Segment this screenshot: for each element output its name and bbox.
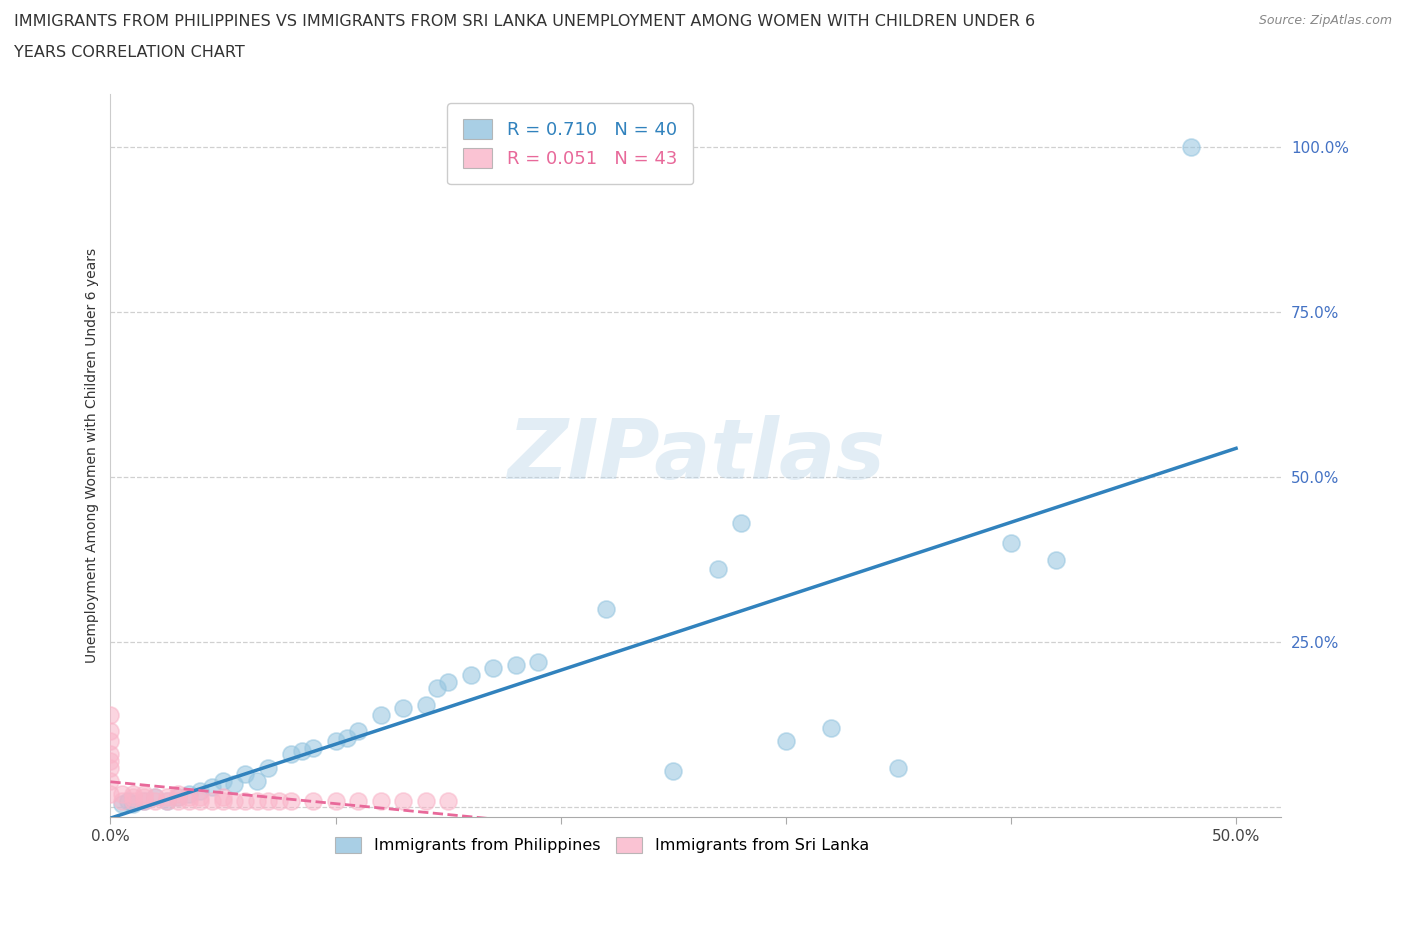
Point [246,774,269,789]
Point [100,724,122,738]
Point [246,793,269,808]
Text: ZIPatlas: ZIPatlas [506,415,884,496]
Y-axis label: Unemployment Among Women with Children Under 6 years: Unemployment Among Women with Children U… [86,248,100,663]
Point [100,747,122,762]
Point [122,787,145,802]
Point [280,747,302,762]
Point [280,793,302,808]
Point [662,764,685,778]
Text: IMMIGRANTS FROM PHILIPPINES VS IMMIGRANTS FROM SRI LANKA UNEMPLOYMENT AMONG WOME: IMMIGRANTS FROM PHILIPPINES VS IMMIGRANT… [14,14,1035,29]
Point [190,790,212,804]
Point [167,790,190,804]
Point [505,658,527,672]
Point [122,790,145,804]
Point [122,793,145,808]
Point [224,793,246,808]
Point [145,790,167,804]
Point [527,655,550,670]
Point [1180,140,1202,154]
Point [145,793,167,808]
Point [111,796,134,811]
Point [179,790,201,804]
Point [426,681,449,696]
Point [482,661,505,676]
Point [212,793,235,808]
Point [212,790,235,804]
Point [325,734,347,749]
Point [224,777,246,791]
Point [134,790,156,804]
Point [460,668,482,683]
Point [820,721,842,736]
Point [437,793,460,808]
Point [1000,536,1022,551]
Point [370,793,392,808]
Point [190,793,212,808]
Point [325,793,347,808]
Point [887,760,910,775]
Point [595,602,617,617]
Point [117,793,139,808]
Point [167,790,190,804]
Point [235,766,257,781]
Point [235,793,257,808]
Point [179,793,201,808]
Point [134,793,156,808]
Point [122,796,145,811]
Point [775,734,797,749]
Point [201,780,224,795]
Point [134,787,156,802]
Point [269,793,291,808]
Point [257,793,280,808]
Point [167,793,190,808]
Point [100,753,122,768]
Text: Source: ZipAtlas.com: Source: ZipAtlas.com [1258,14,1392,27]
Point [100,760,122,775]
Point [156,790,179,804]
Point [437,674,460,689]
Point [100,787,122,802]
Point [111,787,134,802]
Point [1045,552,1067,567]
Text: YEARS CORRELATION CHART: YEARS CORRELATION CHART [14,45,245,60]
Point [100,734,122,749]
Point [347,724,370,738]
Point [302,793,325,808]
Point [100,774,122,789]
Point [347,793,370,808]
Point [415,793,437,808]
Point [156,793,179,808]
Point [179,787,201,802]
Point [212,774,235,789]
Point [730,516,752,531]
Point [100,708,122,723]
Point [167,787,190,802]
Legend: Immigrants from Philippines, Immigrants from Sri Lanka: Immigrants from Philippines, Immigrants … [329,830,875,859]
Point [134,793,156,808]
Point [370,708,392,723]
Point [291,744,314,759]
Point [111,793,134,808]
Point [392,793,415,808]
Point [707,562,730,577]
Point [257,760,280,775]
Point [392,700,415,715]
Point [201,793,224,808]
Point [415,698,437,712]
Point [336,730,359,745]
Point [156,793,179,808]
Point [302,740,325,755]
Point [145,790,167,804]
Point [190,783,212,798]
